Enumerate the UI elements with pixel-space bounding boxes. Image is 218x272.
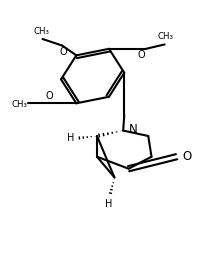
Text: H: H bbox=[105, 199, 113, 209]
Text: H: H bbox=[67, 133, 74, 143]
Text: O: O bbox=[45, 91, 53, 101]
Text: O: O bbox=[137, 50, 145, 60]
Text: N: N bbox=[129, 123, 137, 136]
Text: CH₃: CH₃ bbox=[33, 27, 49, 36]
Text: O: O bbox=[60, 47, 67, 57]
Text: CH₃: CH₃ bbox=[11, 100, 27, 109]
Text: CH₃: CH₃ bbox=[158, 32, 174, 41]
Text: O: O bbox=[182, 150, 191, 163]
